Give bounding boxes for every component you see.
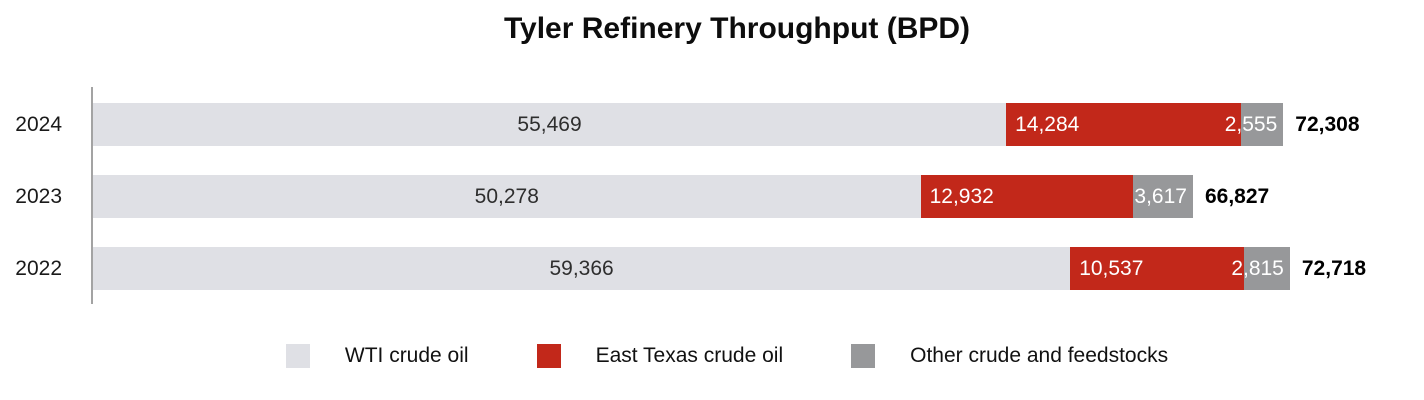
bar-segment-east-texas: 12,932: [920, 175, 1134, 218]
legend-label: WTI crude oil: [344, 344, 469, 367]
bar-segment-other: 3,617: [1133, 175, 1193, 218]
category-label: 2023: [15, 184, 62, 208]
bar-row-2023: 2023 50,278 12,932 3,617 66,827: [0, 175, 1424, 218]
segment-value-label: 12,932: [929, 184, 994, 208]
legend-label: Other crude and feedstocks: [910, 344, 1169, 367]
category-label: 2022: [15, 256, 62, 280]
chart-title: Tyler Refinery Throughput (BPD): [503, 12, 971, 45]
legend-item-other: Other crude and feedstocks: [851, 344, 1168, 368]
legend-item-wti: WTI crude oil: [285, 344, 469, 368]
total-value-label: 66,827: [1204, 184, 1270, 208]
legend-swatch-other: [851, 344, 876, 368]
segment-value-label: 2,815: [1231, 256, 1284, 280]
y-axis-line: [91, 87, 93, 304]
segment-value-label: 55,469: [517, 112, 582, 136]
total-value-label: 72,308: [1295, 112, 1360, 136]
segment-value-label: 2,555: [1224, 112, 1278, 136]
bar-row-2024: 2024 55,469 14,284 2,555 72,308: [0, 103, 1424, 146]
bar-segment-other: 2,555: [1225, 103, 1284, 146]
segment-value-label: 14,284: [1015, 112, 1080, 136]
category-label: 2024: [15, 112, 62, 136]
legend-item-east-texas: East Texas crude oil: [536, 344, 784, 368]
stacked-bar-chart: 2024 55,469 14,284 2,555 72,308 2023 50: [0, 103, 1424, 290]
chart-legend: WTI crude oil East Texas crude oil Other…: [0, 344, 1424, 368]
stacked-bar: 59,366 10,537 2,815: [93, 247, 1290, 290]
segment-value-label: 50,278: [474, 184, 539, 208]
bar-segment-wti: 50,278: [93, 175, 921, 218]
stacked-bar: 50,278 12,932 3,617: [93, 175, 1193, 218]
stacked-bar: 55,469 14,284 2,555: [93, 103, 1284, 146]
total-value-label: 72,718: [1301, 256, 1367, 280]
bar-segment-east-texas: 10,537: [1070, 247, 1244, 290]
bar-segment-other: 2,815: [1231, 247, 1290, 290]
segment-value-label: 10,537: [1079, 256, 1144, 280]
legend-label: East Texas crude oil: [595, 344, 784, 367]
bar-segment-east-texas: 14,284: [1006, 103, 1242, 146]
bar-segment-wti: 55,469: [93, 103, 1007, 146]
bar-segment-wti: 59,366: [93, 247, 1071, 290]
legend-swatch-wti: [285, 344, 310, 368]
bar-row-2022: 2022 59,366 10,537 2,815 72,718: [0, 247, 1424, 290]
segment-value-label: 59,366: [549, 256, 614, 280]
segment-value-label: 3,617: [1134, 184, 1187, 208]
legend-swatch-east-texas: [536, 344, 561, 368]
